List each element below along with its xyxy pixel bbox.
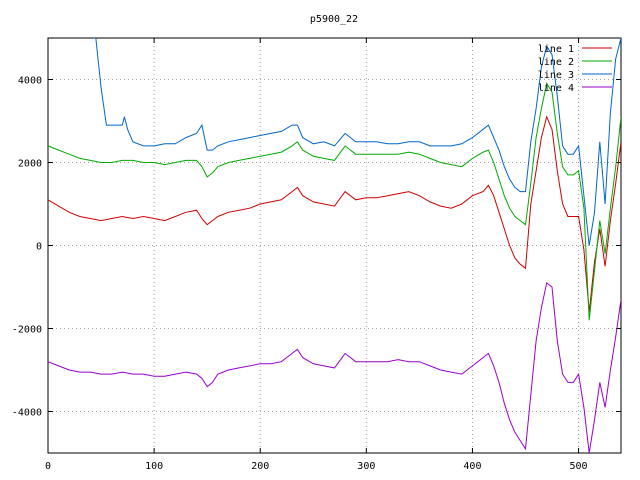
chart-title: p5900_22 xyxy=(310,14,358,25)
series-line-2 xyxy=(48,82,621,321)
y-tick-label: -4000 xyxy=(12,408,42,419)
legend-label-3: line 3 xyxy=(538,70,574,81)
x-tick-label: 100 xyxy=(145,461,163,472)
legend-label-4: line 4 xyxy=(538,83,574,94)
x-tick-label: 500 xyxy=(570,461,588,472)
y-axis: -4000 -2000 0 2000 4000 xyxy=(12,76,621,419)
legend-label-2: line 2 xyxy=(538,57,574,68)
x-axis: 0 100 200 300 400 500 xyxy=(45,38,588,472)
plot-frame xyxy=(47,37,622,454)
y-tick-label: -2000 xyxy=(12,325,42,336)
series-group xyxy=(48,38,621,453)
y-tick-label: 4000 xyxy=(18,76,42,87)
x-tick-label: 200 xyxy=(251,461,269,472)
x-tick-label: 400 xyxy=(463,461,481,472)
series-line-4 xyxy=(48,282,621,453)
legend: line 1 line 2 line 3 line 4 xyxy=(538,44,612,94)
y-tick-label: 0 xyxy=(36,242,42,253)
x-tick-label: 0 xyxy=(45,461,51,472)
grid xyxy=(48,38,621,453)
series-line-3 xyxy=(92,38,621,246)
y-tick-label: 2000 xyxy=(18,159,42,170)
x-tick-label: 300 xyxy=(357,461,375,472)
legend-label-1: line 1 xyxy=(538,44,574,55)
series-line-1 xyxy=(48,115,621,312)
